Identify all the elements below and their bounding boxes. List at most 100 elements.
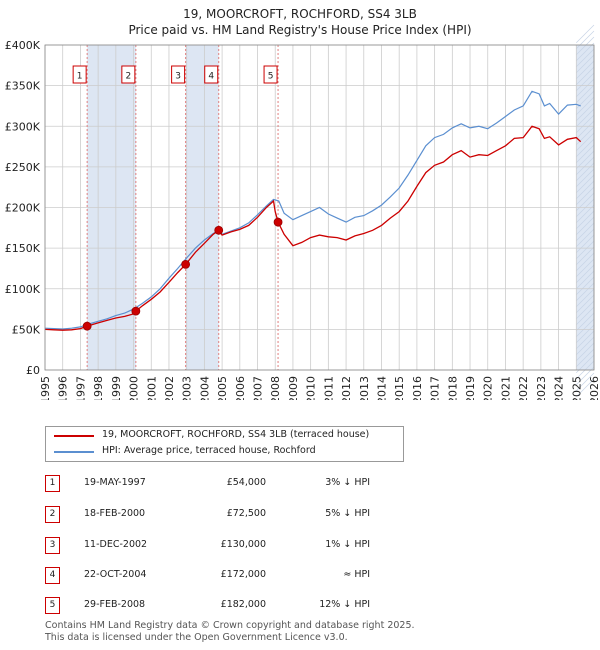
hatch-line	[576, 282, 595, 301]
hatch-line	[576, 36, 595, 55]
transaction-hpi-diff: 1% ↓ HPI	[325, 539, 370, 550]
hatch-line	[576, 144, 595, 163]
transaction-hpi-diff: 3% ↓ HPI	[325, 477, 370, 488]
x-tick-label: 2005	[216, 376, 229, 400]
sale-marker-box	[204, 65, 219, 84]
sale-point	[273, 217, 283, 227]
x-tick-label: 2024	[553, 376, 566, 400]
x-tick-label: 1996	[57, 376, 70, 400]
hatch-line	[576, 78, 595, 97]
hatch-line	[576, 84, 595, 103]
x-tick-label: 2010	[305, 376, 318, 400]
hatch-line	[576, 186, 595, 205]
x-tick-label: 2017	[429, 376, 442, 400]
hatch-line	[576, 96, 595, 115]
transaction-row: 4 22-OCT-2004 £172,000 ≈ HPI	[0, 566, 600, 586]
sale-marker-box	[263, 65, 278, 84]
hatch-line	[576, 180, 595, 199]
hatch-line	[576, 174, 595, 193]
chart-title: 19, MOORCROFT, ROCHFORD, SS4 3LB	[183, 7, 417, 21]
x-tick-label: 2002	[163, 376, 176, 400]
x-tick-label: 1997	[74, 376, 87, 400]
hatch-line	[576, 120, 595, 139]
hatch-line	[576, 240, 595, 259]
x-tick-label: 2025	[570, 376, 583, 400]
transaction-date: 11-DEC-2002	[84, 539, 148, 550]
sale-marker-box	[171, 65, 186, 84]
x-tick-label: 2013	[358, 376, 371, 400]
x-tick-label: 2020	[482, 376, 495, 400]
legend-swatch-hpi	[54, 451, 94, 453]
hatch-line	[576, 246, 595, 265]
transaction-hpi-diff: ≈ HPI	[343, 569, 370, 580]
x-tick-label: 2022	[517, 376, 530, 400]
sale-marker-number: 1	[77, 72, 83, 82]
hatch-line	[576, 312, 595, 331]
hatch-line	[576, 210, 595, 229]
transaction-hpi-diff: 12% ↓ HPI	[319, 599, 370, 610]
hatch-line	[576, 216, 595, 235]
transaction-number: 2	[45, 506, 60, 523]
x-tick-label: 2008	[269, 376, 282, 400]
legend-swatch-property	[54, 435, 94, 437]
hatch-line	[576, 138, 595, 157]
footer-licence: This data is licensed under the Open Gov…	[45, 632, 348, 643]
y-tick-label: £400K	[5, 39, 41, 52]
transaction-date: 19-MAY-1997	[84, 477, 146, 488]
transaction-row: 3 11-DEC-2002 £130,000 1% ↓ HPI	[0, 536, 600, 556]
sale-marker-number: 5	[268, 72, 274, 82]
sale-marker-box	[121, 65, 136, 84]
y-tick-label: £200K	[5, 202, 41, 215]
hatch-line	[576, 150, 595, 169]
x-tick-label: 2019	[464, 376, 477, 400]
hatch-line	[576, 330, 595, 349]
x-tick-label: 2016	[411, 376, 424, 400]
y-tick-label: £50K	[12, 323, 41, 336]
hatch-line	[576, 294, 595, 313]
legend-label-hpi: HPI: Average price, terraced house, Roch…	[102, 445, 316, 456]
x-tick-label: 2026	[588, 376, 600, 400]
hatch-line	[576, 252, 595, 271]
hatch-line	[576, 258, 595, 277]
sale-point	[181, 259, 191, 269]
y-tick-label: £100K	[5, 283, 41, 296]
y-tick-label: £250K	[5, 161, 41, 174]
sale-marker-box	[72, 65, 87, 84]
transaction-row: 5 29-FEB-2008 £182,000 12% ↓ HPI	[0, 596, 600, 616]
hatch-line	[576, 24, 595, 43]
hatch-line	[576, 306, 595, 325]
sale-point	[131, 306, 141, 316]
hatch-line	[576, 162, 595, 181]
hatch-line	[576, 342, 595, 361]
hatch-line	[576, 222, 595, 241]
hatch-line	[576, 270, 595, 289]
y-tick-label: £300K	[5, 120, 41, 133]
x-tick-label: 2001	[145, 376, 158, 400]
sale-point	[214, 225, 224, 235]
hatch-line	[576, 228, 595, 247]
hatch-line	[576, 48, 595, 67]
hatch-line	[576, 54, 595, 73]
hatch-line	[576, 42, 595, 61]
x-tick-label: 2015	[393, 376, 406, 400]
transaction-price: £72,500	[226, 508, 266, 519]
footer-copyright: Contains HM Land Registry data © Crown c…	[45, 620, 415, 631]
x-tick-label: 2000	[128, 376, 141, 400]
x-tick-label: 2012	[340, 376, 353, 400]
x-tick-label: 1995	[39, 376, 52, 400]
hatch-line	[576, 114, 595, 133]
hatch-line	[576, 336, 595, 355]
transaction-date: 22-OCT-2004	[84, 569, 147, 580]
legend-label-property: 19, MOORCROFT, ROCHFORD, SS4 3LB (terrac…	[102, 429, 370, 440]
hatch-line	[576, 348, 595, 367]
sale-marker-number: 3	[175, 72, 181, 82]
legend: 19, MOORCROFT, ROCHFORD, SS4 3LB (terrac…	[45, 426, 404, 462]
transaction-number: 5	[45, 597, 60, 614]
x-tick-label: 2023	[535, 376, 548, 400]
x-tick-label: 2021	[499, 376, 512, 400]
chart-subtitle: Price paid vs. HM Land Registry's House …	[128, 23, 472, 37]
transaction-price: £182,000	[220, 599, 266, 610]
transaction-number: 1	[45, 475, 60, 492]
transaction-number: 3	[45, 537, 60, 554]
sale-point	[82, 321, 92, 331]
